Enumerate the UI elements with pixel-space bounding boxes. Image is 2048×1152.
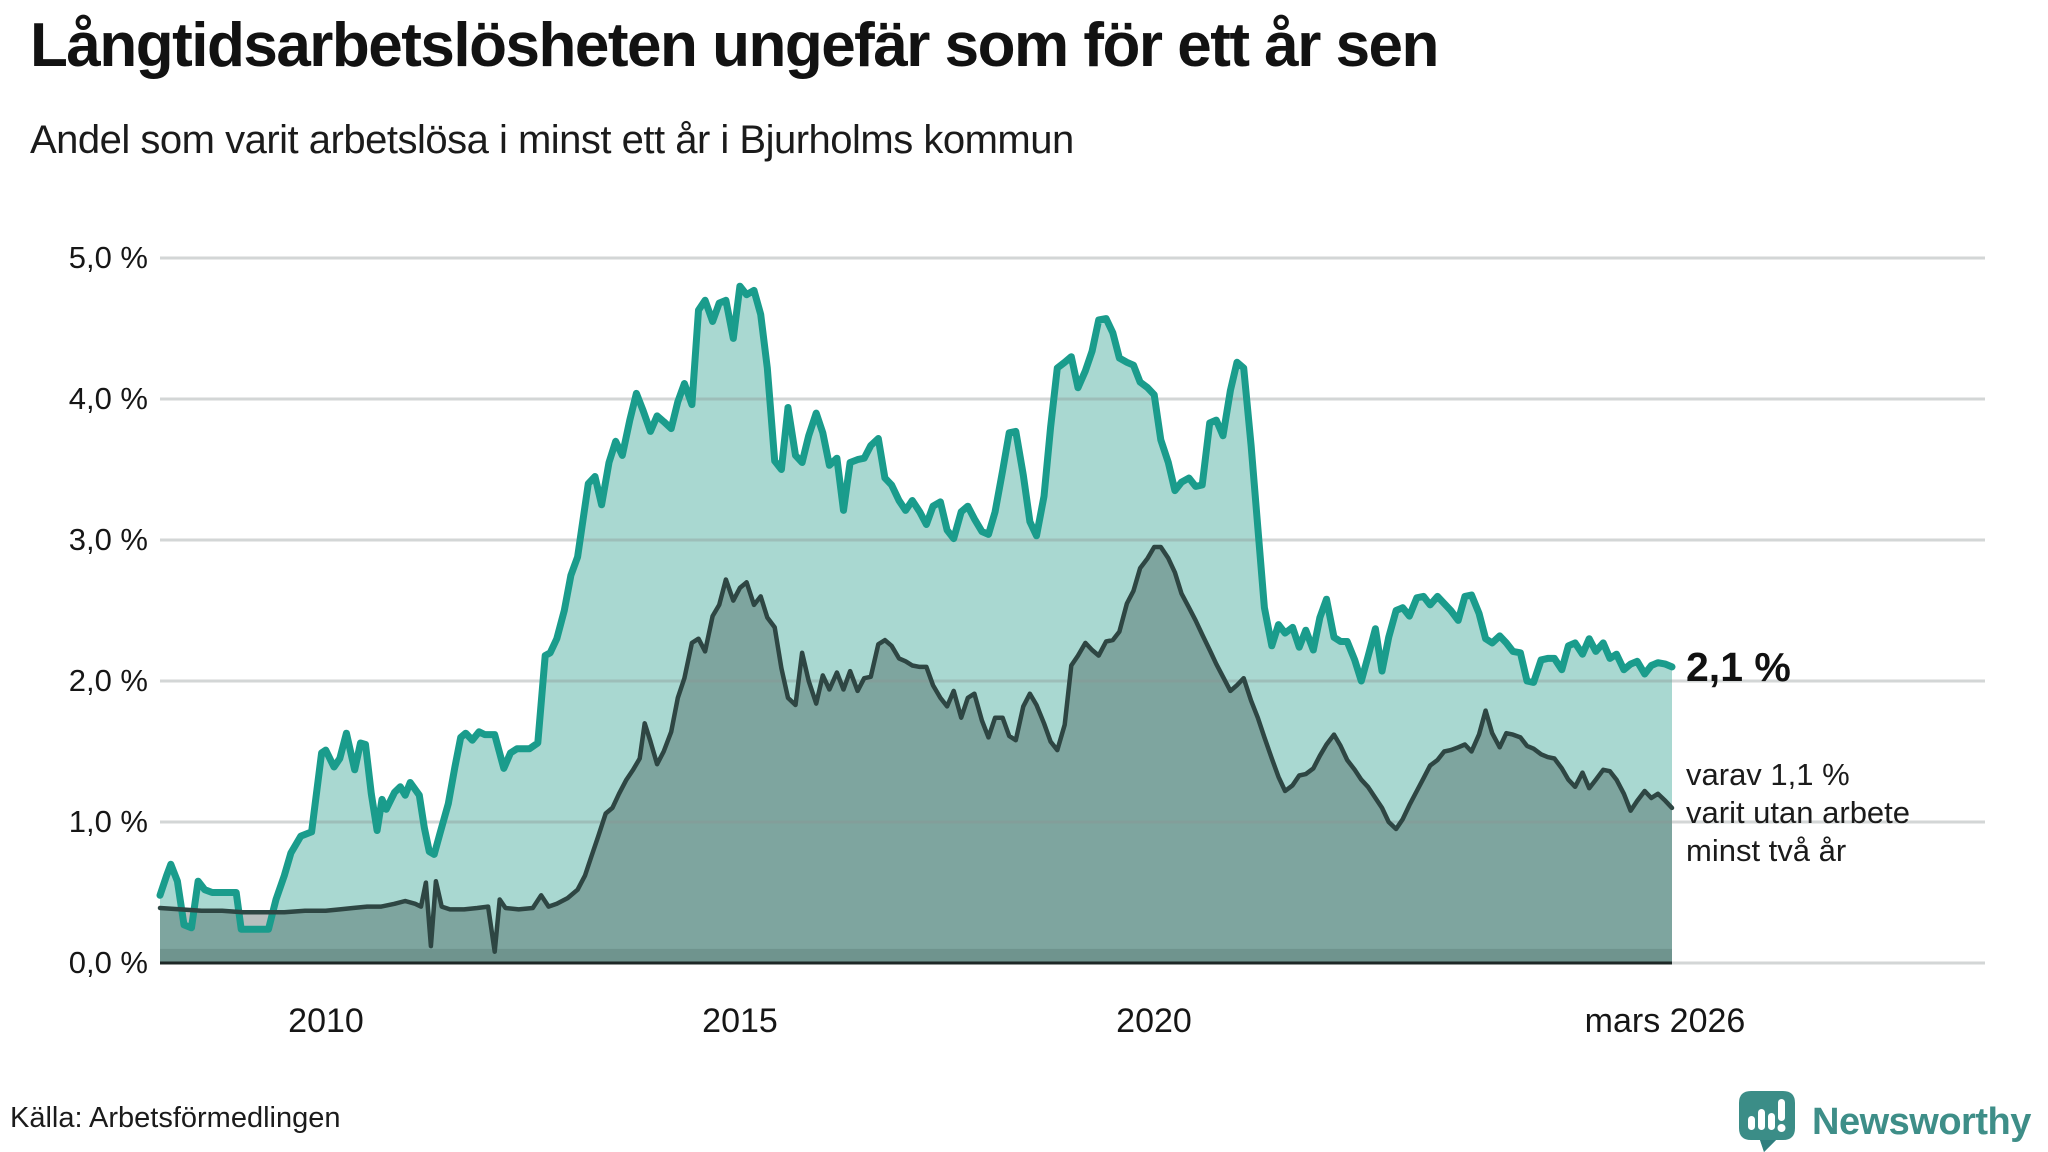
x-tick-label: 2020 — [1116, 1002, 1192, 1040]
x-tick-label: mars 2026 — [1584, 1002, 1746, 1040]
x-tick-label: 2010 — [288, 1002, 364, 1040]
y-tick-label: 1,0 % — [68, 804, 148, 839]
series-two-year-area — [160, 547, 1672, 963]
newsworthy-logo: Newsworthy — [1736, 1088, 2031, 1152]
y-tick-label: 0,0 % — [68, 945, 148, 980]
source-label: Källa: Arbetsförmedlingen — [10, 1102, 341, 1134]
latest-detail-label: varav 1,1 % varit utan arbete minst två … — [1686, 756, 1910, 870]
series-total-line — [156, 282, 1676, 933]
page-title: Långtidsarbetslösheten ungefär som för e… — [30, 11, 1439, 80]
latest-detail-line: minst två år — [1686, 833, 1847, 868]
y-tick-label: 2,0 % — [68, 663, 148, 698]
latest-value-label: 2,1 % — [1686, 644, 1791, 690]
series-two-year-line — [157, 544, 1675, 954]
y-tick-label: 3,0 % — [68, 522, 148, 557]
bar-chart-speech-bubble-icon — [1739, 1091, 1795, 1152]
latest-detail-line: varav 1,1 % — [1686, 757, 1850, 792]
y-tick-label: 5,0 % — [68, 240, 148, 275]
baseline-strip — [160, 948, 1672, 963]
series-total-area — [160, 286, 1672, 963]
logo-wordmark: Newsworthy — [1812, 1100, 2031, 1143]
latest-detail-line: varit utan arbete — [1686, 795, 1911, 830]
y-tick-label: 4,0 % — [68, 381, 148, 416]
chart-subtitle: Andel som varit arbetslösa i minst ett å… — [30, 118, 1074, 162]
x-tick-label: 2015 — [702, 1002, 778, 1040]
